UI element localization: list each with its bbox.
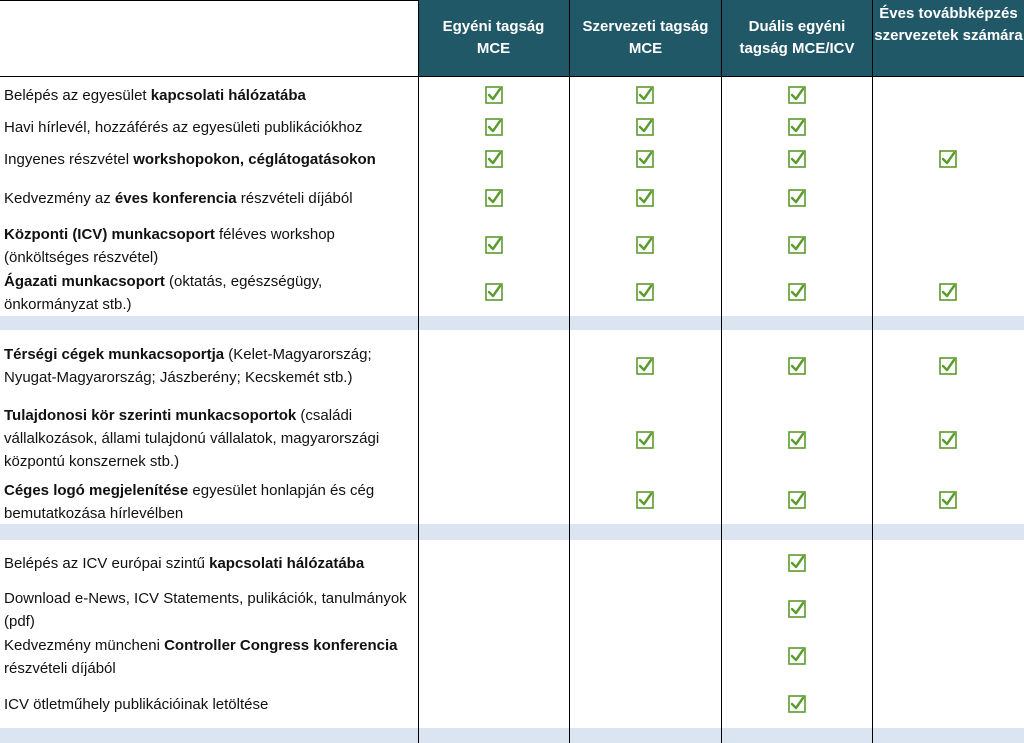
column-header-eves-tovabbkepzes: Éves továbbképzés szervezetek számára	[873, 0, 1024, 76]
section-separator-band	[0, 728, 1024, 743]
top-border	[0, 0, 418, 1]
checkmark-icon	[636, 189, 654, 207]
column-header-egyeni: Egyéni tagság MCE	[418, 0, 569, 76]
column-divider	[418, 0, 419, 743]
checkmark-icon	[636, 236, 654, 254]
benefit-label-part: (családi vállalkozások, állami tulajdonú…	[4, 407, 380, 470]
checkmark-icon	[939, 491, 957, 509]
benefit-label: Havi hírlevél, hozzáférés az egyesületi …	[4, 116, 409, 139]
benefit-label-bold-part: Ágazati munkacsoport	[4, 273, 165, 290]
benefit-label-bold-part: Térségi cégek munkacsoportja	[4, 346, 225, 363]
benefit-label: ICV ötletműhely publikációinak letöltése	[4, 693, 409, 716]
checkmark-icon	[788, 357, 806, 375]
column-header-szervezeti: Szervezeti tagság MCE	[570, 0, 721, 76]
checkmark-icon	[788, 554, 806, 572]
checkmark-icon	[788, 600, 806, 618]
checkmark-icon	[788, 491, 806, 509]
checkmark-icon	[636, 491, 654, 509]
benefit-label-bold-part: Tulajdonosi kör szerinti munkacsoportok	[4, 407, 297, 424]
benefit-label-part: Download e-News, ICV Statements, pulikác…	[4, 590, 407, 630]
benefit-label-bold-part: éves konferencia	[114, 190, 237, 207]
checkmark-icon	[485, 150, 503, 168]
benefit-label: Központi (ICV) munkacsoport féléves work…	[4, 223, 409, 269]
benefit-label: Belépés az egyesület kapcsolati hálózatá…	[4, 84, 409, 107]
section-separator-band	[0, 524, 1024, 540]
checkmark-icon	[788, 647, 806, 665]
checkmark-icon	[788, 695, 806, 713]
benefit-label-part: Kedvezmény az	[4, 190, 115, 207]
benefit-label-bold-part: kapcsolati hálózatába	[209, 555, 365, 572]
benefit-label-part: Ingyenes részvétel	[4, 151, 134, 168]
checkmark-icon	[788, 150, 806, 168]
benefit-label: Térségi cégek munkacsoportja (Kelet-Magy…	[4, 343, 409, 389]
benefit-label-part: féléves workshop (önköltséges részvétel)	[4, 226, 335, 266]
checkmark-icon	[939, 357, 957, 375]
section-separator-band	[0, 316, 1024, 330]
benefit-label: Ágazati munkacsoport (oktatás, egészségü…	[4, 270, 409, 316]
benefit-label-part: Belépés az egyesület	[4, 87, 151, 104]
checkmark-icon	[939, 283, 957, 301]
checkmark-icon	[788, 118, 806, 136]
checkmark-icon	[636, 118, 654, 136]
benefit-label-bold-part: kapcsolati hálózatába	[150, 87, 306, 104]
benefit-label: Ingyenes részvétel workshopokon, cégláto…	[4, 148, 409, 171]
benefit-label-part: részvételi díjából	[236, 190, 353, 207]
benefit-label-part: egyesület honlapján és cég bemutatkozása…	[4, 482, 375, 522]
benefit-label-part: Kedvezmény müncheni	[4, 637, 165, 654]
benefit-label: Belépés az ICV európai szintű kapcsolati…	[4, 552, 409, 575]
benefit-label: Kedvezmény müncheni Controller Congress …	[4, 634, 409, 680]
checkmark-icon	[939, 150, 957, 168]
checkmark-icon	[485, 283, 503, 301]
benefit-label: Kedvezmény az éves konferencia részvétel…	[4, 187, 409, 210]
column-divider	[872, 0, 873, 743]
benefit-label-bold-part: workshopokon, céglátogatásokon	[133, 151, 376, 168]
benefit-label-part: részvételi díjából	[4, 660, 116, 677]
checkmark-icon	[636, 357, 654, 375]
column-header-dualis: Duális egyéni tagság MCE/ICV	[722, 0, 872, 76]
checkmark-icon	[485, 189, 503, 207]
benefit-label-bold-part: Céges logó megjelenítése	[4, 482, 189, 499]
benefit-label: Céges logó megjelenítése egyesület honla…	[4, 479, 409, 525]
column-divider	[569, 0, 570, 743]
checkmark-icon	[636, 431, 654, 449]
checkmark-icon	[636, 283, 654, 301]
checkmark-icon	[485, 236, 503, 254]
benefit-label: Tulajdonosi kör szerinti munkacsoportok …	[4, 404, 409, 473]
checkmark-icon	[788, 236, 806, 254]
benefit-label-part: (oktatás, egészségügy, önkormányzat stb.…	[4, 273, 323, 313]
checkmark-icon	[485, 86, 503, 104]
benefit-label-bold-part: Központi (ICV) munkacsoport	[4, 226, 215, 243]
checkmark-icon	[485, 118, 503, 136]
benefit-label-part: (Kelet-Magyarország; Nyugat-Magyarország…	[4, 346, 372, 386]
benefit-label-part: ICV ötletműhely publikációinak letöltése	[4, 696, 269, 713]
checkmark-icon	[939, 431, 957, 449]
checkmark-icon	[636, 150, 654, 168]
benefit-label-part: Belépés az ICV európai szintű	[4, 555, 210, 572]
benefit-label-part: Havi hírlevél, hozzáférés az egyesületi …	[4, 119, 363, 136]
checkmark-icon	[788, 283, 806, 301]
benefit-label-bold-part: Controller Congress konferencia	[164, 637, 398, 654]
checkmark-icon	[788, 86, 806, 104]
checkmark-icon	[788, 431, 806, 449]
checkmark-icon	[636, 86, 654, 104]
column-divider	[721, 0, 722, 743]
benefit-label: Download e-News, ICV Statements, pulikác…	[4, 587, 409, 633]
header-bottom-border	[0, 76, 1024, 77]
checkmark-icon	[788, 189, 806, 207]
